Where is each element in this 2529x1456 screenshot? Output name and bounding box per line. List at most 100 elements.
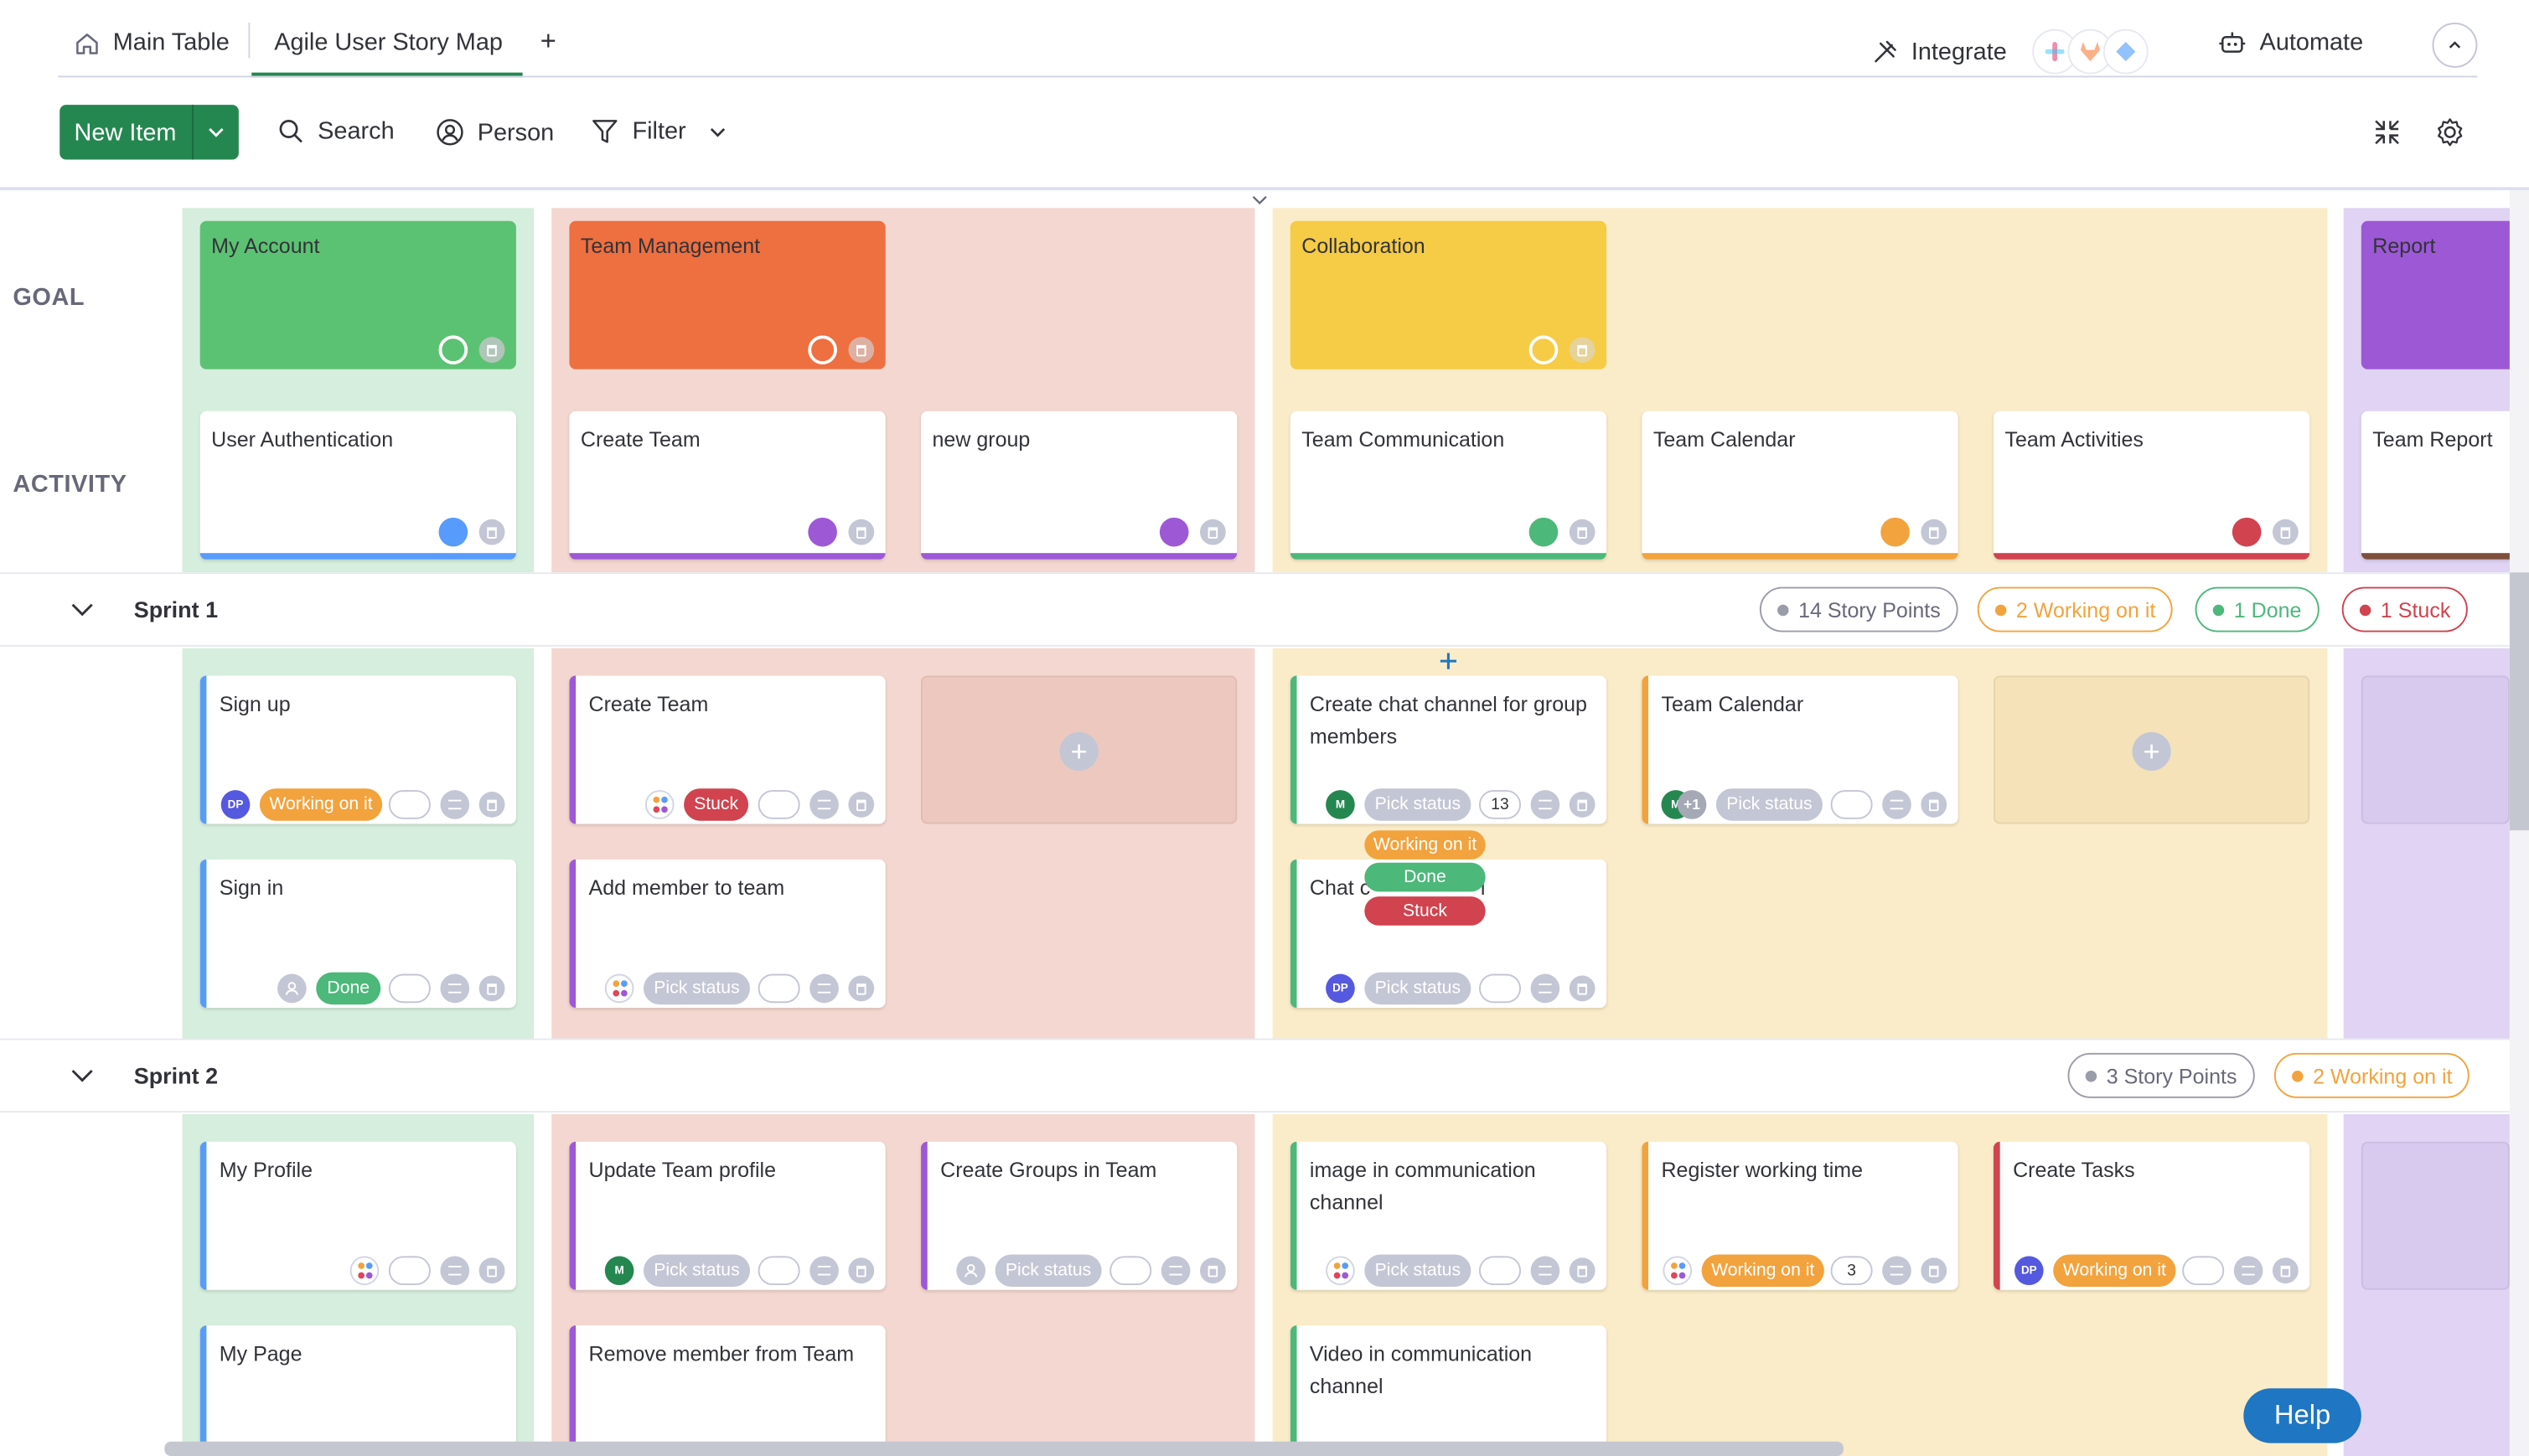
trash-icon[interactable]: [848, 337, 875, 364]
list-icon[interactable]: [809, 973, 839, 1004]
trash-icon[interactable]: [2272, 519, 2299, 545]
empty-slot[interactable]: +: [921, 675, 1238, 824]
story-card-remove-member[interactable]: Remove member from Team: [569, 1325, 886, 1456]
list-icon[interactable]: [440, 790, 470, 819]
vertical-scrollbar-thumb[interactable]: [2509, 572, 2529, 831]
story-card-create-groups[interactable]: Create Groups in Team Pick status: [921, 1141, 1238, 1290]
status-badge[interactable]: Pick status: [643, 972, 751, 1005]
filter-chevron-icon[interactable]: [709, 125, 728, 137]
story-card-create-chat[interactable]: Create chat channel for group members M …: [1290, 675, 1607, 824]
activity-team-activities[interactable]: Team Activities: [1993, 410, 2310, 560]
list-icon[interactable]: [440, 1256, 470, 1286]
story-card-sign-in[interactable]: Sign in Done: [199, 859, 516, 1008]
goal-report[interactable]: Report: [2361, 220, 2529, 369]
list-icon[interactable]: [2233, 1256, 2263, 1286]
trash-icon[interactable]: [1921, 792, 1947, 818]
story-card-register-time[interactable]: Register working time Working on it 3: [1642, 1141, 1958, 1290]
trash-icon[interactable]: [1569, 1257, 1595, 1284]
trash-icon[interactable]: [848, 519, 875, 545]
status-badge[interactable]: Pick status: [1364, 788, 1471, 821]
team-avatar-icon[interactable]: [1663, 1256, 1693, 1286]
avatar[interactable]: M: [604, 1256, 634, 1286]
trash-icon[interactable]: [478, 792, 505, 818]
trash-icon[interactable]: [1921, 519, 1947, 545]
trash-icon[interactable]: [1569, 792, 1595, 818]
trash-icon[interactable]: [478, 519, 505, 545]
story-card-add-member[interactable]: Add member to team Pick status: [569, 859, 886, 1008]
empty-slot[interactable]: +: [1993, 675, 2310, 824]
story-points-field[interactable]: [1109, 1256, 1152, 1286]
status-badge[interactable]: Done: [316, 972, 381, 1005]
status-badge[interactable]: Pick status: [995, 1254, 1102, 1287]
story-card-image-comm[interactable]: image in communication channel Pick stat…: [1290, 1141, 1607, 1290]
trash-icon[interactable]: [1569, 519, 1595, 545]
list-icon[interactable]: [809, 1256, 839, 1286]
story-card-create-tasks[interactable]: Create Tasks DP Working on it: [1993, 1141, 2310, 1290]
status-badge[interactable]: Stuck: [684, 788, 749, 821]
collapse-header-button[interactable]: [2432, 22, 2478, 68]
tab-agile-story-map[interactable]: Agile User Story Map: [274, 29, 503, 57]
trash-icon[interactable]: [478, 1257, 505, 1284]
empty-avatar-icon[interactable]: [277, 973, 307, 1004]
story-points-field[interactable]: [758, 973, 800, 1004]
dropdown-option-working[interactable]: Working on it: [1364, 830, 1486, 860]
status-badge[interactable]: Pick status: [1364, 972, 1471, 1005]
person-filter-button[interactable]: Person: [436, 118, 554, 147]
chevron-down-icon[interactable]: [68, 595, 97, 624]
story-points-field[interactable]: [758, 790, 800, 819]
filter-button[interactable]: Filter: [590, 118, 728, 145]
story-card-video-comm[interactable]: Video in communication channel: [1290, 1325, 1607, 1456]
activity-team-communication[interactable]: Team Communication: [1290, 410, 1607, 560]
color-dot[interactable]: [1880, 517, 1910, 547]
list-icon[interactable]: [809, 790, 839, 819]
avatar[interactable]: DP: [2014, 1256, 2044, 1286]
story-points-field[interactable]: [2182, 1256, 2225, 1286]
add-story-icon[interactable]: +: [2132, 731, 2171, 772]
story-points-field[interactable]: [1478, 1256, 1522, 1286]
color-dot[interactable]: [1159, 517, 1189, 547]
goal-circle-icon[interactable]: [1528, 335, 1559, 364]
chevron-down-icon[interactable]: [68, 1061, 97, 1090]
tab-main-table[interactable]: Main Table: [75, 29, 230, 56]
trash-icon[interactable]: [1569, 975, 1595, 1002]
story-points-field[interactable]: [758, 1256, 800, 1286]
horizontal-scrollbar-thumb[interactable]: [164, 1441, 1844, 1456]
trash-icon[interactable]: [1200, 519, 1226, 545]
story-card-update-team-profile[interactable]: Update Team profile M Pick status: [569, 1141, 886, 1290]
trash-icon[interactable]: [478, 975, 505, 1002]
status-badge[interactable]: Working on it: [2053, 1254, 2176, 1287]
activity-create-team[interactable]: Create Team: [569, 410, 886, 560]
add-story-icon[interactable]: +: [1059, 731, 1099, 772]
list-icon[interactable]: [1161, 1256, 1191, 1286]
story-card-team-calendar[interactable]: Team Calendar M +1 Pick status: [1642, 675, 1958, 824]
story-points-field[interactable]: 3: [1830, 1256, 1873, 1286]
trash-icon[interactable]: [478, 337, 505, 364]
trash-icon[interactable]: [848, 975, 875, 1002]
goal-my-account[interactable]: My Account: [199, 220, 516, 369]
story-card-create-team[interactable]: Create Team Stuck: [569, 675, 886, 824]
story-points-field[interactable]: [1830, 790, 1873, 819]
list-icon[interactable]: [1530, 790, 1560, 819]
avatar-overflow[interactable]: +1: [1677, 790, 1707, 819]
status-badge[interactable]: Pick status: [1715, 788, 1823, 821]
empty-avatar-icon[interactable]: [956, 1256, 986, 1286]
activity-user-authentication[interactable]: User Authentication: [199, 410, 516, 560]
goal-circle-icon[interactable]: [438, 335, 468, 364]
new-item-dropdown[interactable]: [194, 126, 239, 138]
status-badge[interactable]: Pick status: [1364, 1254, 1471, 1287]
status-badge[interactable]: Working on it: [259, 788, 383, 821]
list-icon[interactable]: [1530, 1256, 1560, 1286]
color-dot[interactable]: [2232, 517, 2262, 547]
avatar[interactable]: DP: [1326, 973, 1355, 1004]
dropdown-option-stuck[interactable]: Stuck: [1364, 896, 1486, 926]
dropdown-option-done[interactable]: Done: [1364, 862, 1486, 892]
team-avatar-icon[interactable]: [604, 973, 634, 1004]
color-dot[interactable]: [438, 517, 468, 547]
story-points-field[interactable]: [388, 973, 431, 1004]
automate-button[interactable]: Automate: [2218, 29, 2363, 56]
search-button[interactable]: Search: [277, 118, 395, 145]
story-card-my-page[interactable]: My Page: [199, 1325, 516, 1456]
trash-icon[interactable]: [1200, 1257, 1226, 1284]
goal-team-management[interactable]: Team Management: [569, 220, 886, 369]
integrate-button[interactable]: Integrate: [1871, 28, 2149, 75]
